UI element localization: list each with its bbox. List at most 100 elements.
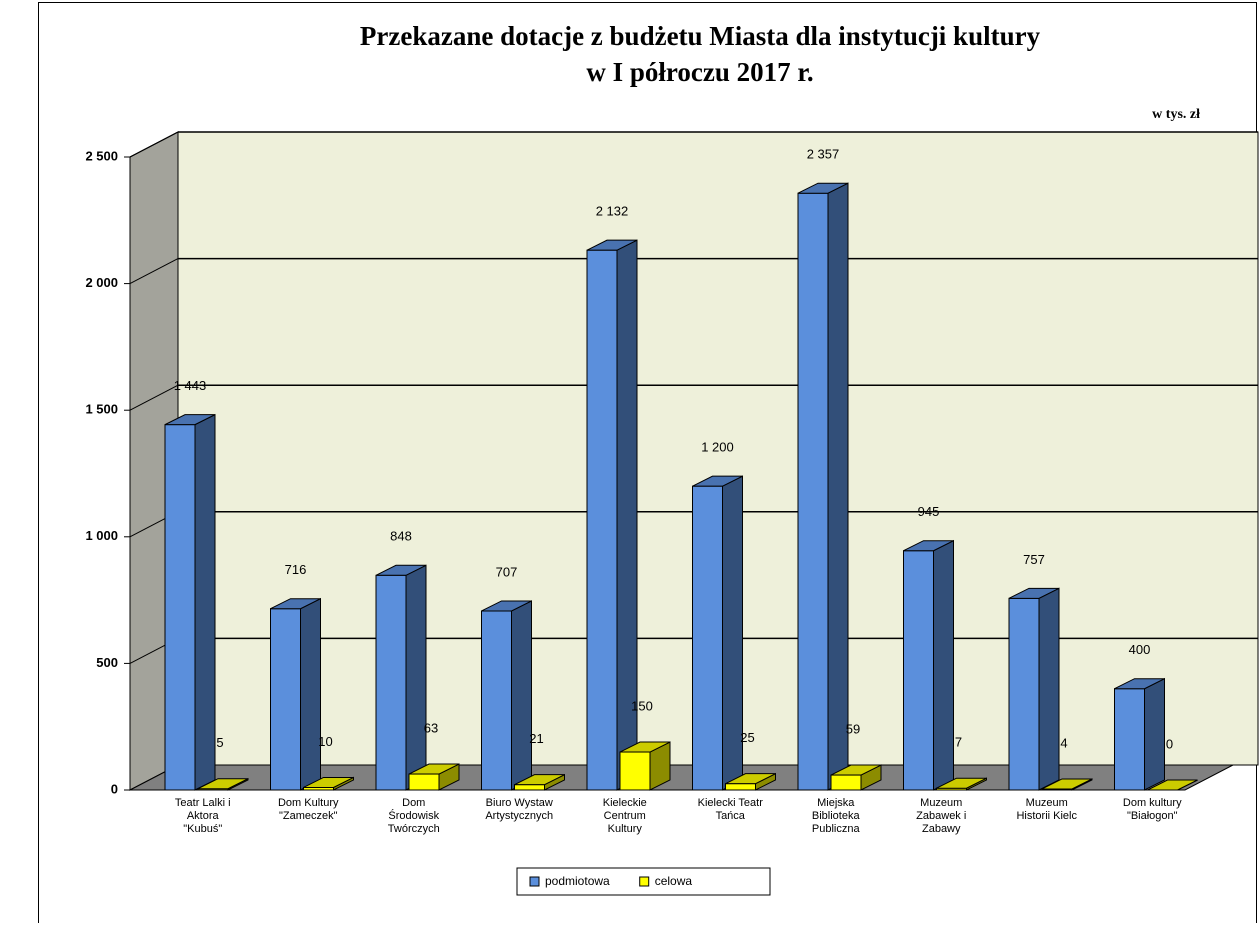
bar-top [797, 182, 849, 194]
data-label: 1 443 [174, 378, 207, 393]
bar-front [619, 751, 651, 791]
bar [270, 597, 321, 791]
y-tick-label: 2 000 [85, 275, 118, 290]
bar-top [725, 773, 776, 785]
x-tick-label: Miejska Biblioteka Publiczna [811, 797, 860, 835]
y-tick-label: 500 [96, 655, 118, 670]
x-tick-label: Muzeum Zabawek i Zabawy [916, 797, 967, 835]
bar-front [692, 485, 723, 791]
bar-top [1008, 587, 1060, 599]
data-label: 59 [846, 721, 860, 736]
data-label: 10 [318, 734, 332, 749]
data-label: 848 [390, 529, 412, 544]
data-label: 707 [496, 564, 518, 579]
bar-side [511, 600, 532, 791]
data-label: 0 [1166, 736, 1173, 751]
grid-line [129, 131, 179, 158]
unit-label: w tys. zł [1152, 107, 1200, 122]
bar-top [408, 763, 460, 775]
bar-front [586, 249, 618, 791]
data-label: 25 [740, 730, 754, 745]
bar-side [405, 564, 427, 791]
data-label: 2 132 [596, 204, 629, 219]
x-tick-label: Dom kultury "Białogon" [1122, 797, 1182, 822]
bar-top [481, 600, 532, 612]
bar-front [1114, 688, 1145, 791]
legend-label: celowa [655, 874, 693, 888]
data-label: 1 200 [701, 440, 734, 455]
bar-top [197, 778, 249, 790]
bar-top [1041, 778, 1093, 790]
data-label: 4 [1060, 735, 1067, 750]
bar [1041, 778, 1093, 791]
bar [197, 777, 249, 791]
bar-front [408, 773, 440, 791]
data-label: 945 [918, 504, 940, 519]
bar [586, 239, 638, 791]
data-label: 400 [1129, 642, 1151, 657]
legend-label: podmiotowa [545, 874, 610, 888]
bar-front [830, 774, 862, 791]
bar-front [903, 550, 934, 791]
bar-top [692, 475, 743, 487]
bar [164, 413, 216, 791]
data-label: 716 [285, 562, 307, 577]
bar-top [270, 598, 321, 610]
bar-front [481, 610, 512, 791]
bar-top [936, 777, 987, 789]
bar [1114, 677, 1165, 791]
x-tick-label: Muzeum Historii Kielc [1016, 797, 1077, 822]
bar [797, 182, 849, 791]
bar-front [270, 608, 301, 791]
bar [903, 539, 954, 791]
bar-top [1147, 779, 1198, 791]
chart-title: Przekazane dotacje z budżetu Miasta dla … [359, 21, 1041, 87]
bar-side [194, 413, 216, 791]
data-label: 2 357 [807, 147, 840, 162]
data-label: 21 [529, 731, 543, 746]
x-tick-label: Biuro Wystaw Artystycznych [485, 797, 554, 822]
bar-side [827, 182, 849, 791]
legend: podmiotowa celowa [516, 867, 771, 896]
data-label: 757 [1023, 552, 1045, 567]
data-label: 150 [631, 698, 653, 713]
bar-top [164, 414, 216, 426]
bar [936, 777, 987, 791]
bar [692, 475, 743, 791]
bar-front [164, 424, 196, 791]
y-tick-label: 0 [111, 781, 118, 796]
bar-top [514, 774, 565, 786]
bar [619, 741, 671, 791]
bar-top [303, 776, 354, 788]
bar-top [375, 564, 427, 576]
bar [481, 600, 532, 791]
bar [375, 564, 427, 791]
bar [303, 776, 354, 791]
bar-front [797, 192, 829, 791]
y-tick-label: 1 500 [85, 402, 118, 417]
bar-top [830, 764, 882, 776]
bar [830, 764, 882, 791]
bar-top [1114, 678, 1165, 690]
x-tick-label: Kieleckie Centrum Kultury [602, 797, 647, 835]
grid-line [129, 384, 179, 411]
bar [1008, 587, 1060, 791]
legend-swatch [529, 876, 540, 887]
bar-top [586, 239, 638, 251]
x-tick-label: Dom Środowisk Twórczych [387, 797, 440, 835]
data-label: 5 [216, 735, 223, 750]
bar-top [619, 741, 671, 753]
legend-swatch [639, 876, 650, 887]
bar-side [933, 539, 954, 791]
bar-top [903, 540, 954, 552]
bar-front [725, 783, 756, 791]
x-tick-label: Kielecki Teatr Tańca [697, 797, 763, 822]
bar [1147, 779, 1198, 791]
bar [408, 763, 460, 791]
y-tick-label: 2 500 [85, 148, 118, 163]
grid-line [129, 258, 179, 285]
bar [725, 772, 776, 791]
data-label: 63 [424, 720, 438, 735]
